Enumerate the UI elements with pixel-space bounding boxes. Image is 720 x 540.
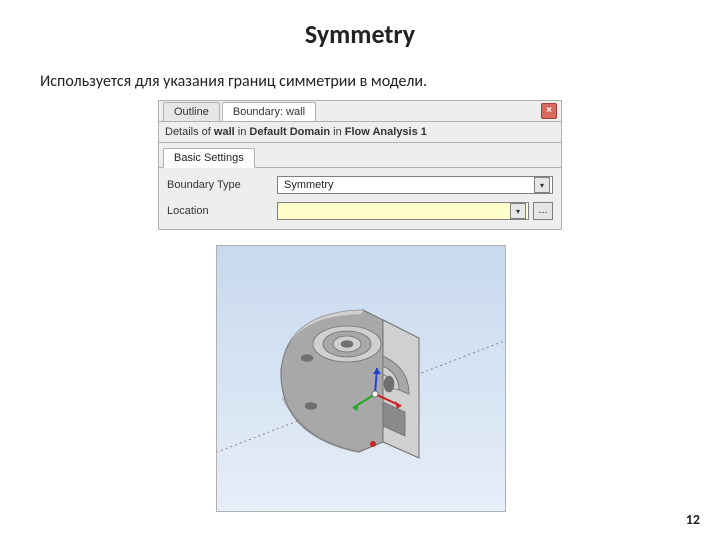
page-number: 12: [686, 511, 700, 528]
model-illustration: [217, 246, 505, 511]
row-boundary-type: Boundary Type Symmetry ▾: [167, 174, 553, 196]
details-prefix: Details of: [165, 126, 214, 138]
dropdown-boundary-type-value: Symmetry: [284, 179, 334, 191]
label-location: Location: [167, 205, 277, 217]
details-domain: Default Domain: [249, 126, 330, 138]
page-title: Symmetry: [0, 18, 720, 50]
details-header: Details of wall in Default Domain in Flo…: [159, 122, 561, 143]
details-analysis: Flow Analysis 1: [345, 126, 427, 138]
label-boundary-type: Boundary Type: [167, 179, 277, 191]
boundary-details-panel: × Outline Boundary: wall Details of wall…: [158, 100, 562, 230]
details-item: wall: [214, 126, 235, 138]
sub-tabs: Basic Settings: [159, 143, 561, 168]
dropdown-boundary-type[interactable]: Symmetry ▾: [277, 176, 553, 194]
details-mid2: in: [330, 126, 345, 138]
close-icon[interactable]: ×: [541, 103, 557, 119]
row-location: Location ▾ ...: [167, 200, 553, 222]
tab-basic-settings[interactable]: Basic Settings: [163, 148, 255, 168]
chevron-down-icon: ▾: [510, 203, 526, 219]
chevron-down-icon: ▾: [534, 177, 550, 193]
form-body: Boundary Type Symmetry ▾ Location ▾ ...: [159, 168, 561, 232]
tab-boundary[interactable]: Boundary: wall: [222, 102, 316, 121]
location-browse-button[interactable]: ...: [533, 202, 553, 220]
dropdown-location[interactable]: ▾: [277, 202, 529, 220]
details-mid: in: [235, 126, 250, 138]
page-subtitle: Используется для указания границ симметр…: [40, 72, 427, 91]
panel-tabs: Outline Boundary: wall: [159, 101, 561, 122]
model-viewport[interactable]: [216, 245, 506, 512]
tab-outline[interactable]: Outline: [163, 102, 220, 121]
